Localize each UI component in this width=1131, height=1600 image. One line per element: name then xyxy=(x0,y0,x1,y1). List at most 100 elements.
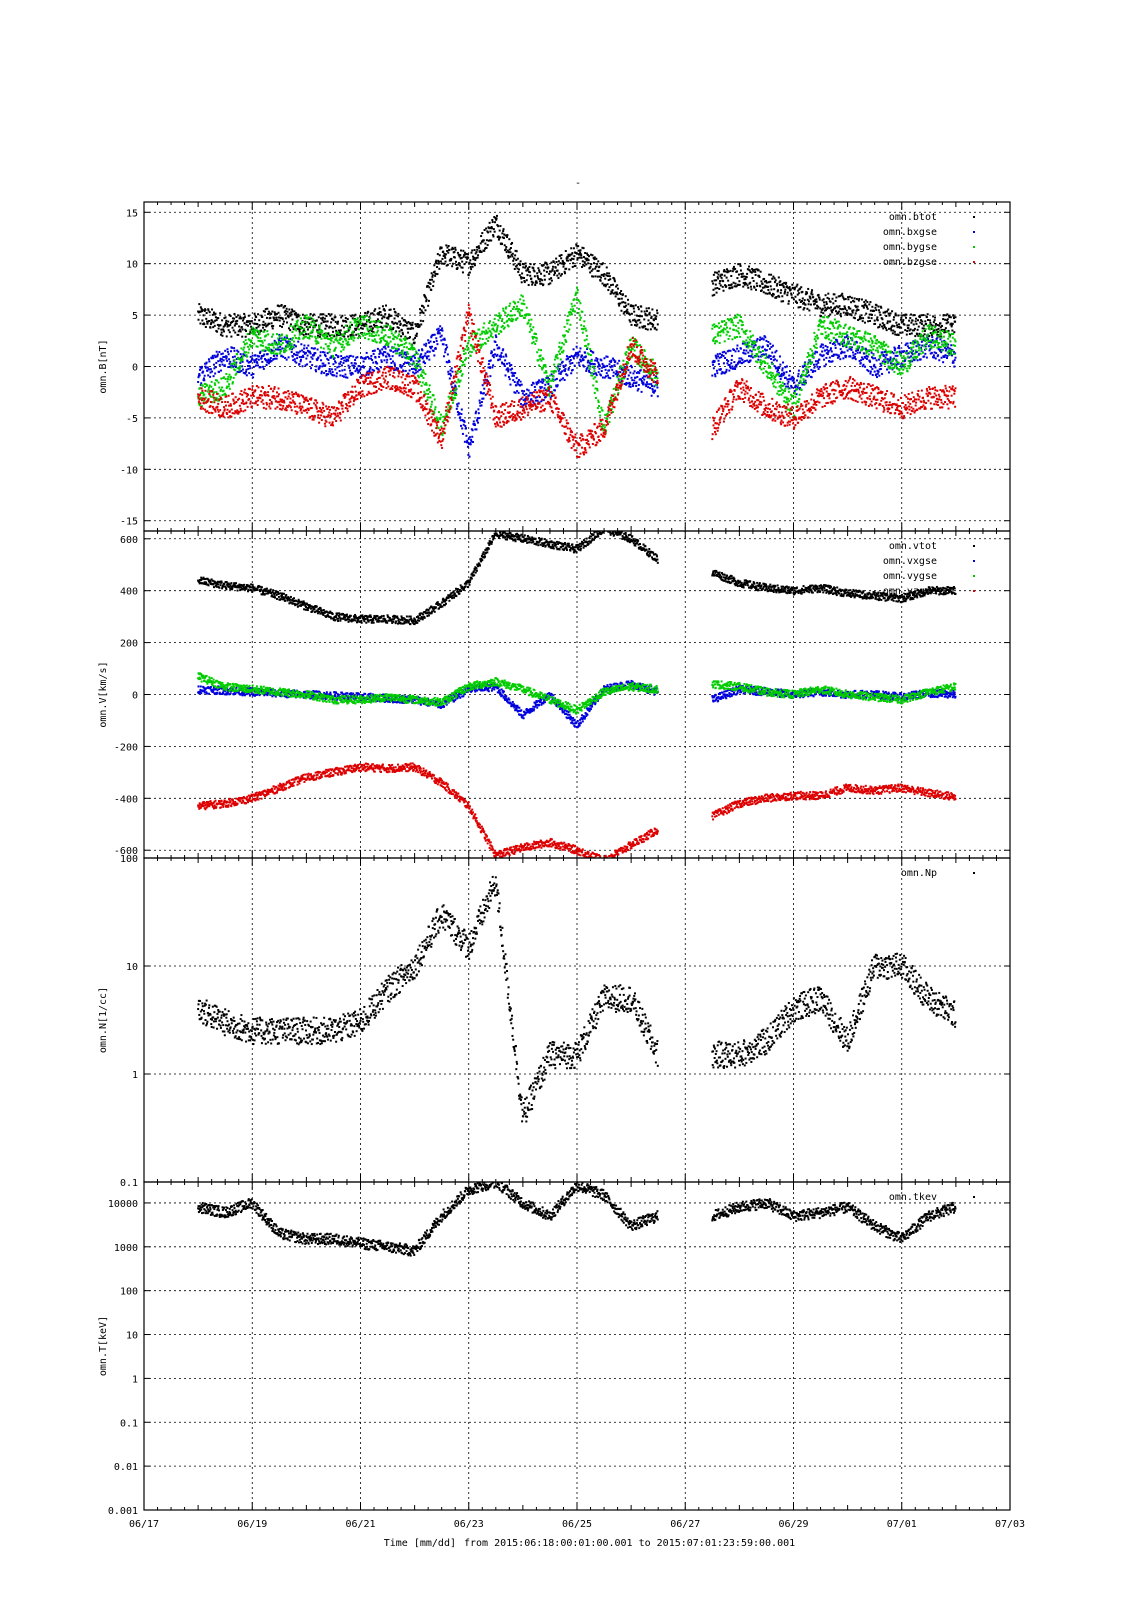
data-point xyxy=(249,329,252,332)
data-point xyxy=(441,329,444,332)
data-point xyxy=(552,379,555,382)
data-point xyxy=(237,330,240,333)
data-point xyxy=(818,365,821,368)
data-point xyxy=(895,363,898,366)
data-point xyxy=(906,330,909,333)
data-point xyxy=(616,388,619,391)
data-point xyxy=(332,341,335,344)
data-point xyxy=(481,232,484,235)
data-point xyxy=(265,334,268,337)
data-point xyxy=(201,319,204,322)
data-point xyxy=(425,342,428,345)
data-point xyxy=(624,301,627,304)
data-point xyxy=(549,270,552,273)
data-point xyxy=(498,312,501,315)
data-point xyxy=(576,288,579,291)
data-point xyxy=(276,352,279,355)
data-point xyxy=(610,396,613,399)
data-point xyxy=(575,291,578,294)
data-point xyxy=(820,354,823,357)
data-point xyxy=(339,343,342,346)
data-point xyxy=(303,329,306,332)
data-point xyxy=(293,340,296,343)
data-point xyxy=(599,279,602,282)
data-point xyxy=(459,416,462,419)
data-point xyxy=(385,325,388,328)
data-point xyxy=(480,345,483,348)
data-point xyxy=(656,323,659,326)
data-point xyxy=(727,270,730,273)
data-point xyxy=(802,365,805,368)
data-point xyxy=(843,351,846,354)
data-point xyxy=(562,365,565,368)
data-point xyxy=(294,325,297,328)
data-point xyxy=(552,260,555,263)
data-point xyxy=(552,375,555,378)
data-point xyxy=(400,344,403,347)
data-point xyxy=(842,296,845,299)
data-point xyxy=(649,328,652,331)
data-point xyxy=(466,257,469,260)
data-point xyxy=(932,315,935,318)
data-point xyxy=(249,320,252,323)
data-point xyxy=(256,361,259,364)
data-point xyxy=(904,344,907,347)
data-point xyxy=(591,374,594,377)
data-point xyxy=(432,333,435,336)
data-point xyxy=(361,357,364,360)
data-point xyxy=(605,372,608,375)
data-point xyxy=(288,308,291,311)
data-point xyxy=(206,390,209,393)
data-point xyxy=(240,317,243,320)
data-point xyxy=(321,351,324,354)
data-point xyxy=(487,366,490,369)
data-point xyxy=(477,408,480,411)
data-point xyxy=(468,271,471,274)
data-point xyxy=(784,376,787,379)
data-point xyxy=(378,349,381,352)
data-point xyxy=(296,357,299,360)
data-point xyxy=(301,354,304,357)
data-point xyxy=(768,347,771,350)
data-point xyxy=(558,367,561,370)
data-point xyxy=(318,325,321,328)
data-point xyxy=(929,352,932,355)
data-point xyxy=(613,359,616,362)
data-point xyxy=(422,312,425,315)
data-point xyxy=(806,298,809,301)
data-point xyxy=(541,279,544,282)
data-point xyxy=(260,329,263,332)
data-point xyxy=(385,355,388,358)
data-point xyxy=(878,325,881,328)
data-point xyxy=(921,320,924,323)
data-point xyxy=(520,383,523,386)
data-point xyxy=(589,350,592,353)
data-point xyxy=(714,287,717,290)
data-point xyxy=(787,302,790,305)
data-point xyxy=(354,320,357,323)
data-point xyxy=(483,322,486,325)
data-point xyxy=(298,327,301,330)
data-point xyxy=(543,269,546,272)
data-point xyxy=(362,334,365,337)
data-point xyxy=(552,265,555,268)
data-point xyxy=(247,314,250,317)
data-point xyxy=(594,372,597,375)
data-point xyxy=(807,287,810,290)
data-point xyxy=(327,337,330,340)
data-point xyxy=(933,316,936,319)
data-point xyxy=(767,288,770,291)
data-point xyxy=(763,335,766,338)
data-point xyxy=(513,314,516,317)
data-point xyxy=(256,330,259,333)
data-point xyxy=(313,324,316,327)
data-point xyxy=(325,374,328,377)
data-point xyxy=(877,309,880,312)
data-point xyxy=(405,357,408,360)
data-point xyxy=(239,316,242,319)
data-point xyxy=(718,282,721,285)
data-point xyxy=(399,323,402,326)
data-point xyxy=(307,333,310,336)
data-point xyxy=(850,301,853,304)
data-point xyxy=(843,305,846,308)
